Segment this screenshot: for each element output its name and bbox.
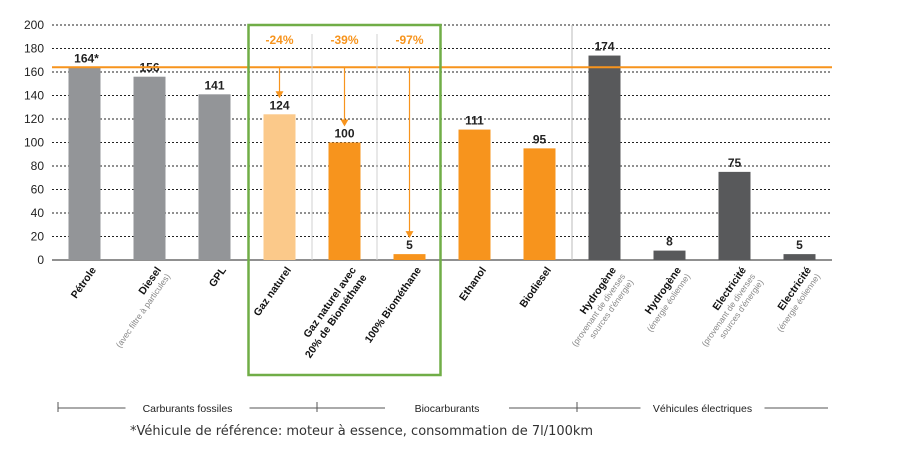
data-label: 95 xyxy=(533,132,547,146)
bar xyxy=(198,94,231,260)
category-label: 100% Biométhane xyxy=(363,265,424,346)
y-tick-label: 180 xyxy=(24,42,44,56)
category-label-group: Biodiesel xyxy=(517,265,554,310)
y-tick-label: 160 xyxy=(24,65,44,79)
reduction-annotation: -24% xyxy=(265,33,293,47)
data-label: 75 xyxy=(728,156,742,170)
data-label: 124 xyxy=(269,98,289,112)
reduction-annotation: -97% xyxy=(395,33,423,47)
category-label-group: Ethanol xyxy=(457,265,489,303)
y-tick-label: 40 xyxy=(31,206,45,220)
data-label: 8 xyxy=(666,235,673,249)
bar xyxy=(263,114,296,260)
data-label: 174 xyxy=(594,40,614,54)
bar xyxy=(783,254,816,260)
bar xyxy=(133,76,166,260)
category-label: Gaz naturel xyxy=(251,265,294,319)
data-label: 141 xyxy=(204,78,224,92)
bar xyxy=(523,148,556,260)
arrowhead-icon xyxy=(275,91,284,99)
category-label-group: 100% Biométhane xyxy=(363,265,424,346)
category-label: Biodiesel xyxy=(517,265,554,310)
data-label: 111 xyxy=(465,114,484,128)
bar xyxy=(458,129,491,260)
bar xyxy=(328,142,361,260)
category-label-group: Gaz naturel xyxy=(251,265,294,319)
category-label-group: Electricité(énergie éolienne) xyxy=(775,265,823,334)
group-label: Carburants fossiles xyxy=(143,403,233,415)
category-label: Ethanol xyxy=(457,265,489,303)
y-tick-label: 60 xyxy=(31,183,45,197)
y-tick-label: 20 xyxy=(31,230,45,244)
group-label: Biocarburants xyxy=(415,403,480,415)
bar xyxy=(718,171,751,260)
data-label: 164* xyxy=(74,51,99,65)
data-label: 100 xyxy=(334,127,354,141)
reduction-annotation: -39% xyxy=(330,33,358,47)
arrowhead-icon xyxy=(405,231,414,239)
data-label: 5 xyxy=(796,238,803,252)
category-label: GPL xyxy=(207,264,230,289)
group-label: Véhicules électriques xyxy=(653,403,752,415)
y-tick-label: 80 xyxy=(31,159,45,173)
bar xyxy=(588,55,621,260)
highlight-box xyxy=(247,23,442,377)
bar xyxy=(68,67,101,260)
category-label-group: GPL xyxy=(207,264,230,289)
category-label-group: Hydrogène(énergie éolienne) xyxy=(643,265,693,334)
category-label: Pétrole xyxy=(69,265,99,301)
y-tick-label: 0 xyxy=(37,253,44,267)
data-label: 5 xyxy=(406,238,413,252)
y-tick-label: 200 xyxy=(24,18,44,32)
bar xyxy=(393,254,426,260)
category-label-group: Diesel(avec filtre à particules) xyxy=(114,265,173,350)
category-label-group: Electricité(provenant de diversessources… xyxy=(699,265,765,349)
y-tick-label: 120 xyxy=(24,112,44,126)
footnote: *Véhicule de référence: moteur à essence… xyxy=(130,424,594,439)
category-label-group: Pétrole xyxy=(69,265,99,301)
y-tick-label: 100 xyxy=(24,136,44,150)
bar xyxy=(653,250,686,260)
y-tick-label: 140 xyxy=(24,89,44,103)
arrowhead-icon xyxy=(340,119,349,127)
